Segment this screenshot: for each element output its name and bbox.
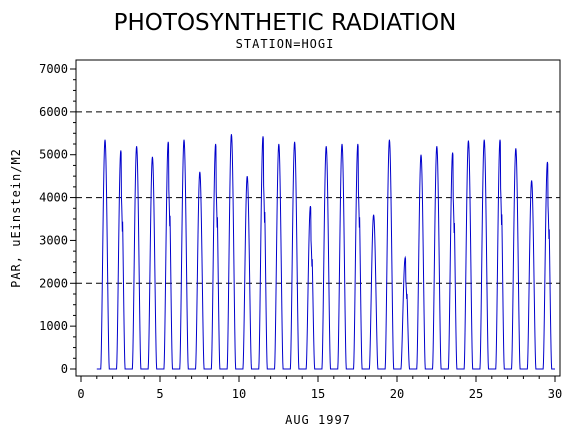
y-tick-label-0: 0 bbox=[61, 362, 68, 376]
x-axis-label: AUG 1997 bbox=[285, 413, 351, 427]
x-tick-label-30: 30 bbox=[548, 387, 562, 401]
x-tick-label-20: 20 bbox=[390, 387, 404, 401]
y-tick-label-1000: 1000 bbox=[39, 319, 68, 333]
y-tick-label-5000: 5000 bbox=[39, 148, 68, 162]
y-axis-label: PAR, uEinstein/M2 bbox=[9, 148, 23, 288]
y-tick-label-3000: 3000 bbox=[39, 233, 68, 247]
y-tick-label-7000: 7000 bbox=[39, 62, 68, 76]
chart-subtitle: STATION=HOGI bbox=[236, 37, 335, 51]
par-series-line bbox=[96, 134, 555, 370]
x-tick-label-25: 25 bbox=[469, 387, 483, 401]
x-tick-label-0: 0 bbox=[77, 387, 84, 401]
chart-title: PHOTOSYNTHETIC RADIATION bbox=[114, 10, 457, 36]
reference-lines bbox=[76, 111, 560, 284]
series-layer bbox=[96, 134, 555, 370]
y-tick-label-4000: 4000 bbox=[39, 191, 68, 205]
x-tick-label-10: 10 bbox=[232, 387, 246, 401]
x-tick-label-5: 5 bbox=[156, 387, 163, 401]
y-tick-label-2000: 2000 bbox=[39, 276, 68, 290]
x-tick-label-15: 15 bbox=[311, 387, 325, 401]
axes: 0 1000 2000 3000 4000 5000 6000 7000 0 5 10 15 20 25 3… bbox=[39, 59, 562, 401]
y-tick-label-6000: 6000 bbox=[39, 105, 68, 119]
